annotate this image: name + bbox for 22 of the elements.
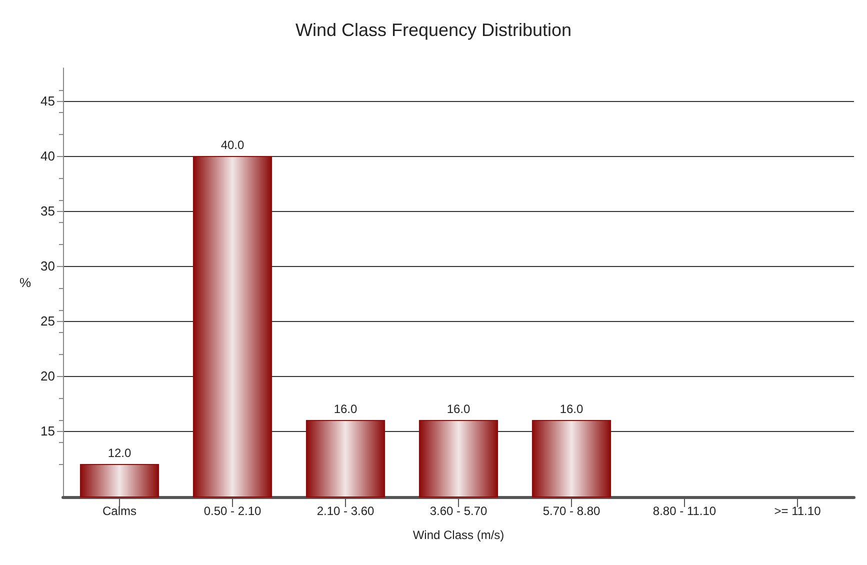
x-tick-label: 5.70 - 8.80 [542,504,601,518]
chart-title: Wind Class Frequency Distribution [295,20,572,40]
x-tick-label: 8.80 - 11.10 [652,504,716,518]
y-tick-label: 15 [40,424,55,438]
y-axis-title: % [19,275,32,290]
data-label: 40.0 [220,138,244,152]
x-tick-label: 3.60 - 5.70 [430,504,488,518]
y-tick-label: 30 [40,258,55,274]
x-tick-label: Calms [102,504,137,518]
x-tick-label: 2.10 - 3.60 [316,504,375,518]
x-tick-label: 0.50 - 2.10 [204,504,262,518]
y-tick-label: 45 [40,94,55,108]
data-label: 16.0 [334,402,358,416]
data-label: 12.0 [108,446,132,460]
x-tick-label: >= 11.10 [774,504,822,518]
y-tick-label: 25 [40,314,55,328]
y-tick-label: 20 [40,368,55,384]
y-tick-label: 35 [40,204,55,218]
x-axis-title: Wind Class (m/s) [412,528,504,542]
data-label: 16.0 [560,402,584,416]
data-label: 16.0 [446,402,470,416]
y-tick-label: 40 [40,148,55,164]
